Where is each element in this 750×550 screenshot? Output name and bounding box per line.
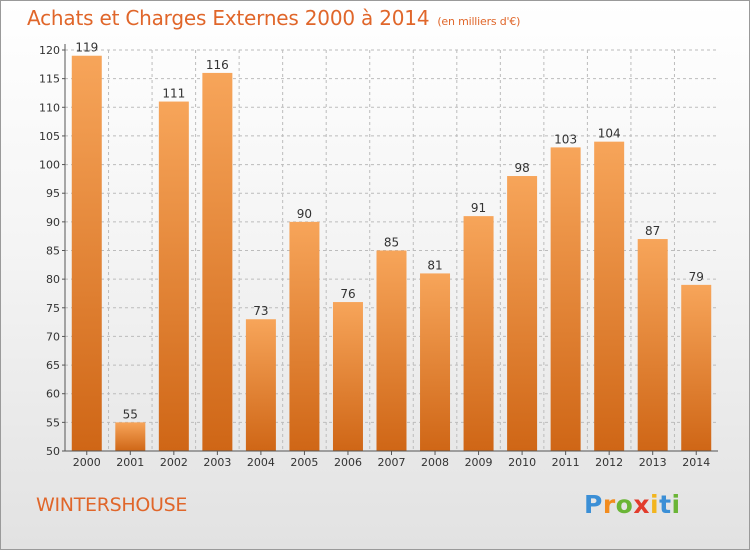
x-tick-label: 2009 — [465, 456, 493, 469]
bar-2008 — [420, 273, 451, 451]
logo-letter: i — [650, 490, 660, 519]
chart-title: Achats et Charges Externes 2000 à 2014 (e… — [27, 6, 520, 30]
y-tick-label: 115 — [39, 73, 60, 86]
x-tick-label: 2004 — [247, 456, 275, 469]
x-tick-label: 2012 — [595, 456, 623, 469]
value-label: 55 — [123, 407, 138, 421]
value-label: 81 — [427, 258, 442, 272]
y-tick-label: 85 — [46, 245, 60, 258]
x-tick-label: 2007 — [378, 456, 406, 469]
bar-2013 — [637, 239, 668, 451]
proxiti-logo: Proxiti — [584, 490, 681, 519]
logo-letter: i — [671, 490, 681, 519]
logo-letter: x — [633, 490, 650, 519]
y-tick-label: 110 — [39, 101, 60, 114]
value-label: 116 — [206, 58, 229, 72]
value-label: 104 — [598, 127, 621, 141]
bar-2009 — [463, 216, 494, 451]
bar-2006 — [332, 302, 363, 451]
location-label: WINTERSHOUSE — [36, 494, 188, 516]
x-tick-label: 2014 — [682, 456, 710, 469]
y-tick-label: 90 — [46, 216, 60, 229]
bar-2004 — [245, 319, 276, 451]
x-tick-label: 2011 — [552, 456, 580, 469]
y-tick-label: 60 — [46, 388, 60, 401]
x-tick-label: 2013 — [639, 456, 667, 469]
bars — [71, 55, 712, 452]
value-label: 76 — [340, 287, 355, 301]
value-label: 73 — [253, 304, 268, 318]
value-label: 98 — [514, 161, 529, 175]
bar-2001 — [115, 422, 146, 451]
bar-2002 — [158, 101, 189, 452]
value-label: 85 — [384, 236, 399, 250]
y-tick-label: 65 — [46, 359, 60, 372]
value-label: 87 — [645, 224, 660, 238]
bar-2007 — [376, 250, 407, 451]
y-tick-label: 80 — [46, 273, 60, 286]
bar-2000 — [71, 55, 102, 451]
x-tick-label: 2002 — [160, 456, 188, 469]
bar-2003 — [202, 72, 233, 452]
x-tick-label: 2008 — [421, 456, 449, 469]
labels: 50 55 60 65 70 75 80 85 90 95 100 105 110 115 120 119 20… — [39, 41, 710, 469]
value-label: 111 — [162, 87, 185, 101]
y-tick-label: 75 — [46, 302, 60, 315]
bar-2012 — [594, 141, 625, 451]
x-tick-label: 2010 — [508, 456, 536, 469]
x-tick-label: 2006 — [334, 456, 362, 469]
bar-2005 — [289, 221, 320, 451]
bar-2011 — [550, 147, 581, 451]
x-tick-label: 2005 — [290, 456, 318, 469]
y-tick-label: 55 — [46, 416, 60, 429]
value-label: 119 — [75, 41, 98, 55]
y-tick-label: 100 — [39, 159, 60, 172]
y-tick-label: 95 — [46, 187, 60, 200]
value-label: 91 — [471, 201, 486, 215]
y-tick-label: 70 — [46, 330, 60, 343]
x-tick-label: 2001 — [116, 456, 144, 469]
y-tick-label: 105 — [39, 130, 60, 143]
value-label: 79 — [689, 270, 704, 284]
value-label: 90 — [297, 207, 312, 221]
chart-title-text: Achats et Charges Externes 2000 à 2014 — [27, 6, 430, 30]
value-label: 103 — [554, 132, 577, 146]
axes — [62, 44, 718, 455]
y-tick-label: 50 — [46, 445, 60, 458]
bar-2010 — [507, 176, 538, 451]
logo-letter: r — [602, 490, 616, 519]
bar-2014 — [681, 284, 712, 451]
logo-letter: t — [659, 490, 672, 519]
logo-letter: o — [615, 490, 634, 519]
unit-note: (en milliers d'€) — [437, 15, 521, 28]
logo-letter: P — [584, 490, 603, 519]
x-tick-label: 2003 — [203, 456, 231, 469]
y-tick-label: 120 — [39, 44, 60, 57]
x-tick-label: 2000 — [73, 456, 101, 469]
